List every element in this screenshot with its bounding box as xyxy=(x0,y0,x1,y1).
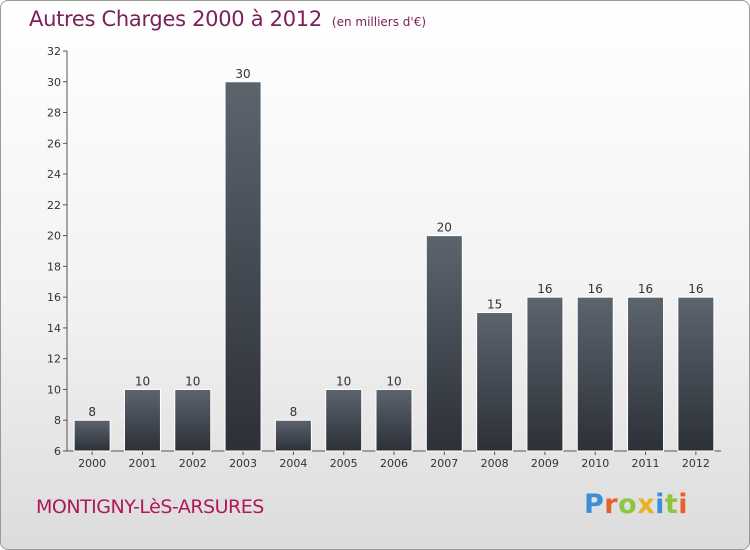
logo-letter: i xyxy=(678,489,689,520)
bar xyxy=(224,81,262,452)
chart-title-text: Autres Charges 2000 à 2012 xyxy=(29,7,322,31)
x-tick-label: 2008 xyxy=(481,457,509,470)
bar xyxy=(123,388,161,452)
y-tick-label: 10 xyxy=(47,383,61,396)
y-tick-label: 30 xyxy=(47,76,61,89)
x-tick-label: 2007 xyxy=(430,457,458,470)
bar-value-label: 16 xyxy=(688,282,703,296)
bar-value-label: 10 xyxy=(386,374,401,388)
bar-value-label: 15 xyxy=(487,298,502,312)
bar-value-label: 8 xyxy=(290,405,298,419)
bar-value-label: 10 xyxy=(185,374,200,388)
y-tick-label: 24 xyxy=(47,168,61,181)
y-tick-label: 32 xyxy=(47,45,61,58)
x-tick-label: 2009 xyxy=(531,457,559,470)
bar xyxy=(677,296,715,452)
logo-letter: P xyxy=(584,489,605,520)
bar xyxy=(576,296,614,452)
bar-value-label: 16 xyxy=(588,282,603,296)
logo-letter: r xyxy=(604,489,619,520)
x-tick-label: 2003 xyxy=(229,457,257,470)
bar-value-label: 20 xyxy=(437,221,452,235)
bar xyxy=(375,388,413,452)
bar xyxy=(425,235,463,452)
bar-value-label: 30 xyxy=(235,67,250,81)
y-tick-label: 14 xyxy=(47,322,61,335)
chart-unit: (en milliers d'€) xyxy=(331,15,427,29)
y-tick-label: 12 xyxy=(47,353,61,366)
bar-value-label: 16 xyxy=(537,282,552,296)
x-tick-label: 2005 xyxy=(330,457,358,470)
bar xyxy=(476,312,514,452)
logo-letter: o xyxy=(618,489,638,520)
y-tick-label: 28 xyxy=(47,107,61,120)
y-tick-label: 20 xyxy=(47,230,61,243)
logo-letter: x xyxy=(637,489,656,520)
y-tick-label: 22 xyxy=(47,199,61,212)
bar xyxy=(274,419,312,452)
bar xyxy=(526,296,564,452)
y-tick-label: 6 xyxy=(54,445,61,458)
x-tick-label: 2001 xyxy=(128,457,156,470)
bar-value-label: 10 xyxy=(336,374,351,388)
bar-value-label: 16 xyxy=(638,282,653,296)
x-tick-label: 2004 xyxy=(279,457,307,470)
x-tick-label: 2000 xyxy=(78,457,106,470)
x-tick-label: 2006 xyxy=(380,457,408,470)
bar-value-label: 8 xyxy=(88,405,96,419)
y-tick-label: 26 xyxy=(47,137,61,150)
x-tick-label: 2011 xyxy=(632,457,660,470)
bar xyxy=(627,296,665,452)
logo-letter: i xyxy=(655,489,665,520)
bar xyxy=(325,388,363,452)
commune-name: MONTIGNY-LèS-ARSURES xyxy=(36,496,264,518)
proxiti-logo[interactable]: Proxiti xyxy=(584,489,688,520)
logo-letter: t xyxy=(664,489,679,520)
x-tick-label: 2010 xyxy=(581,457,609,470)
chart-title: Autres Charges 2000 à 2012 (en milliers d… xyxy=(29,7,426,31)
x-tick-label: 2002 xyxy=(179,457,207,470)
y-tick-label: 16 xyxy=(47,291,61,304)
x-tick-label: 2012 xyxy=(682,457,710,470)
bar xyxy=(174,388,212,452)
y-tick-label: 18 xyxy=(47,260,61,273)
bar-value-label: 10 xyxy=(135,374,150,388)
y-tick-label: 8 xyxy=(54,414,61,427)
bar xyxy=(73,419,111,452)
